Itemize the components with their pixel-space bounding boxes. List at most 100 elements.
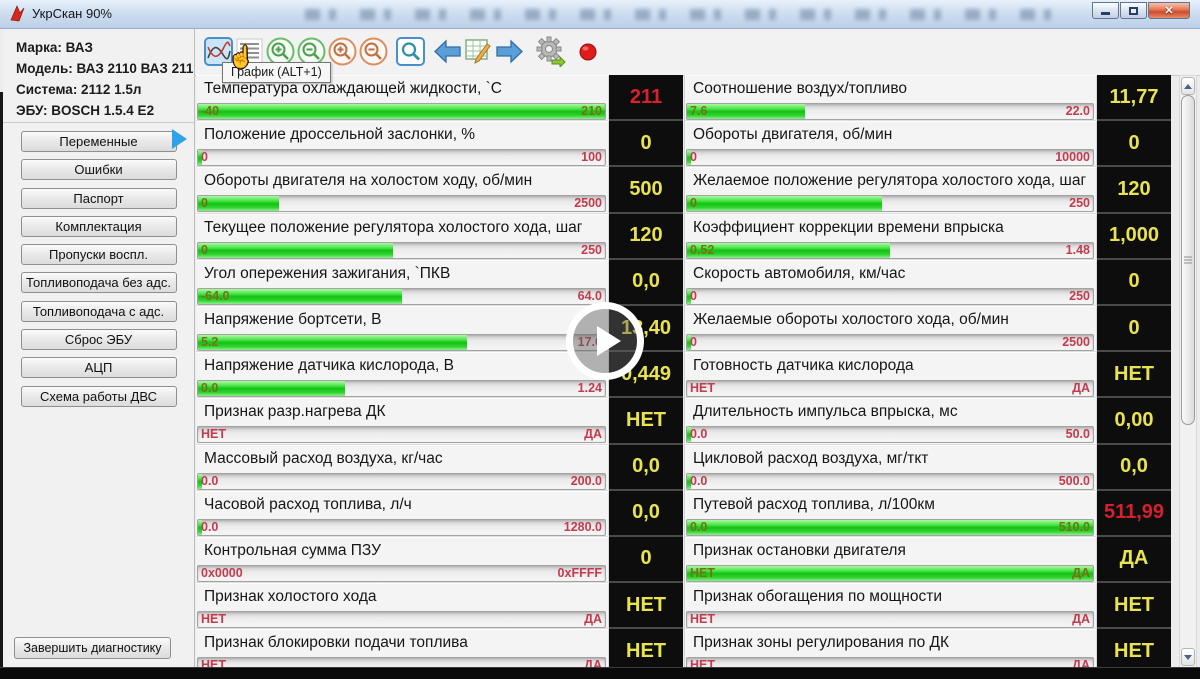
param-max-label: ДА	[584, 427, 602, 442]
param-cell[interactable]: Массовый расход воздуха, кг/час 0.0 200.…	[196, 444, 609, 491]
param-column-right: Соотношение воздух/топливо 7.6 22.0 11,7…	[684, 75, 1171, 668]
param-cell[interactable]: Признак разр.нагрева ДК НЕТ ДА	[196, 398, 609, 445]
param-cell[interactable]: Признак блокировки подачи топлива НЕТ ДА	[196, 629, 609, 668]
param-value: 500	[609, 167, 683, 214]
param-row: Угол опережения зажигания, `ПКВ -64.0 64…	[196, 259, 683, 306]
maximize-icon	[1129, 6, 1138, 15]
back-button[interactable]	[432, 36, 463, 67]
param-cell[interactable]: Обороты двигателя на холостом ходу, об/м…	[196, 167, 609, 214]
param-cell[interactable]: Коэффициент коррекции времени впрыска 0.…	[685, 213, 1097, 260]
param-cell[interactable]: Скорость автомобиля, км/час 0 250	[685, 259, 1097, 306]
settings-gear-icon	[536, 36, 566, 67]
param-min-label: 7.6	[690, 104, 708, 118]
video-play-button[interactable]	[566, 302, 644, 380]
list-view-button[interactable]	[234, 36, 265, 67]
param-row: Признак остановки двигателя НЕТ ДА ДА	[685, 536, 1171, 584]
sidebar-item-4[interactable]: Пропуски воспл.	[20, 244, 177, 266]
param-cell[interactable]: Признак холостого хода НЕТ ДА	[196, 583, 609, 630]
minimize-button[interactable]	[1092, 2, 1119, 19]
sidebar-item-1[interactable]: Ошибки	[20, 159, 177, 181]
scrollbar-thumb[interactable]	[1181, 95, 1195, 425]
param-bar: 0 250	[686, 287, 1094, 305]
graph-button[interactable]	[203, 36, 234, 67]
maximize-button[interactable]	[1120, 2, 1147, 19]
param-row: Длительность импульса впрыска, мс 0.0 50…	[685, 398, 1171, 445]
param-value: 0	[609, 121, 683, 168]
scroll-up-button[interactable]	[1181, 77, 1195, 95]
bottom-letterbox	[0, 667, 1200, 679]
param-bar-fill	[198, 104, 605, 119]
sidebar: Марка: ВАЗ Модель: ВАЗ 2110 ВАЗ 211 Систем…	[3, 28, 195, 668]
param-max-label: 22.0	[1065, 104, 1090, 118]
param-min-label: НЕТ	[690, 658, 715, 668]
param-bar-fill	[198, 519, 203, 535]
record-button[interactable]	[572, 36, 603, 67]
play-icon	[596, 326, 621, 356]
zoom-in-orange-button[interactable]	[327, 36, 358, 67]
param-cell[interactable]: Путевой расход топлива, л/100км 0.0 510.…	[685, 490, 1097, 537]
param-cell[interactable]: Длительность импульса впрыска, мс 0.0 50…	[685, 398, 1097, 445]
table-edit-button[interactable]	[463, 36, 494, 67]
sidebar-item-3[interactable]: Комплектация	[20, 215, 177, 237]
param-row: Положение дроссельной заслонки, % 0 100 …	[196, 121, 683, 168]
param-name: Обороты двигателя на холостом ходу, об/м…	[204, 172, 533, 190]
zoom-out-orange-button[interactable]	[358, 36, 389, 67]
sidebar-item-2[interactable]: Паспорт	[20, 187, 177, 209]
scrollbar-grip-icon	[1184, 256, 1192, 264]
param-cell[interactable]: Готовность датчика кислорода НЕТ ДА	[685, 352, 1097, 399]
param-bar-fill	[687, 242, 890, 258]
table-edit-icon	[465, 39, 491, 64]
param-min-label: 0	[690, 150, 697, 165]
param-cell[interactable]: Угол опережения зажигания, `ПКВ -64.0 64…	[196, 259, 609, 306]
param-cell[interactable]: Соотношение воздух/топливо 7.6 22.0	[685, 75, 1097, 122]
param-row: Признак блокировки подачи топлива НЕТ ДА…	[196, 629, 683, 668]
param-cell[interactable]: Напряжение датчика кислорода, В 0.0 1.24	[196, 352, 609, 399]
param-cell[interactable]: Положение дроссельной заслонки, % 0 100	[196, 121, 609, 168]
param-row: Контрольная сумма ПЗУ 0x0000 0xFFFF 0	[196, 536, 683, 584]
param-row: Массовый расход воздуха, кг/час 0.0 200.…	[196, 444, 683, 491]
param-row: Часовой расход топлива, л/ч 0.0 1280.0 0…	[196, 490, 683, 537]
param-cell[interactable]: Желаемое положение регулятора холостого …	[685, 167, 1097, 214]
sidebar-item-5[interactable]: Топливоподача без адс.	[20, 272, 177, 294]
param-value: 120	[609, 213, 683, 260]
param-cell[interactable]: Обороты двигателя, об/мин 0 10000	[685, 121, 1097, 168]
param-cell[interactable]: Признак остановки двигателя НЕТ ДА	[685, 536, 1097, 584]
param-cell[interactable]: Признак обогащения по мощности НЕТ ДА	[685, 583, 1097, 630]
param-bar-fill	[687, 565, 1093, 581]
sidebar-item-8[interactable]: АЦП	[20, 357, 177, 379]
param-bar: 0.0 500.0	[686, 472, 1094, 490]
toolbar-tooltip: График (ALT+1)	[222, 62, 331, 83]
sidebar-item-6[interactable]: Топливоподача с адс.	[20, 300, 177, 322]
forward-button[interactable]	[494, 36, 525, 67]
param-cell[interactable]: Признак зоны регулирования по ДК НЕТ ДА	[685, 629, 1097, 668]
param-min-label: -64.0	[201, 288, 230, 303]
finish-diagnostics-button[interactable]: Завершить диагностику	[14, 637, 171, 659]
param-max-label: 10000	[1055, 150, 1090, 165]
param-max-label: 1.48	[1065, 242, 1090, 257]
sidebar-item-7[interactable]: Сброс ЭБУ	[20, 329, 177, 351]
sidebar-item-active-0[interactable]: Переменные	[20, 131, 177, 152]
param-bar: 0 10000	[686, 149, 1094, 167]
param-cell[interactable]: Напряжение бортсети, В 5.2 17.6	[196, 305, 609, 353]
param-cell[interactable]: Часовой расход топлива, л/ч 0.0 1280.0	[196, 490, 609, 537]
zoom-out-green-button[interactable]	[296, 36, 327, 67]
search-button[interactable]	[395, 36, 426, 67]
sidebar-item-9[interactable]: Схема работы ДВС	[20, 385, 177, 407]
settings-button[interactable]	[535, 36, 566, 67]
param-value: 0,0	[609, 259, 683, 306]
param-min-label: 0	[690, 196, 697, 211]
param-bar: 0 2500	[686, 333, 1094, 351]
param-row: Скорость автомобиля, км/час 0 250 0	[685, 259, 1171, 306]
close-button[interactable]: ✕	[1148, 2, 1190, 19]
param-cell[interactable]: Желаемые обороты холостого хода, об/мин …	[685, 305, 1097, 353]
param-value: ДА	[1097, 536, 1171, 584]
scroll-down-button[interactable]	[1181, 648, 1195, 666]
param-cell[interactable]: Контрольная сумма ПЗУ 0x0000 0xFFFF	[196, 536, 609, 584]
param-name: Угол опережения зажигания, `ПКВ	[204, 264, 451, 282]
param-value: НЕТ	[1097, 629, 1171, 668]
param-max-label: 50.0	[1065, 427, 1090, 442]
param-min-label: 0.0	[201, 519, 219, 534]
param-cell[interactable]: Цикловой расход воздуха, мг/ткт 0.0 500.…	[685, 444, 1097, 491]
param-cell[interactable]: Текущее положение регулятора холостого х…	[196, 213, 609, 260]
vertical-scrollbar[interactable]	[1179, 75, 1197, 668]
